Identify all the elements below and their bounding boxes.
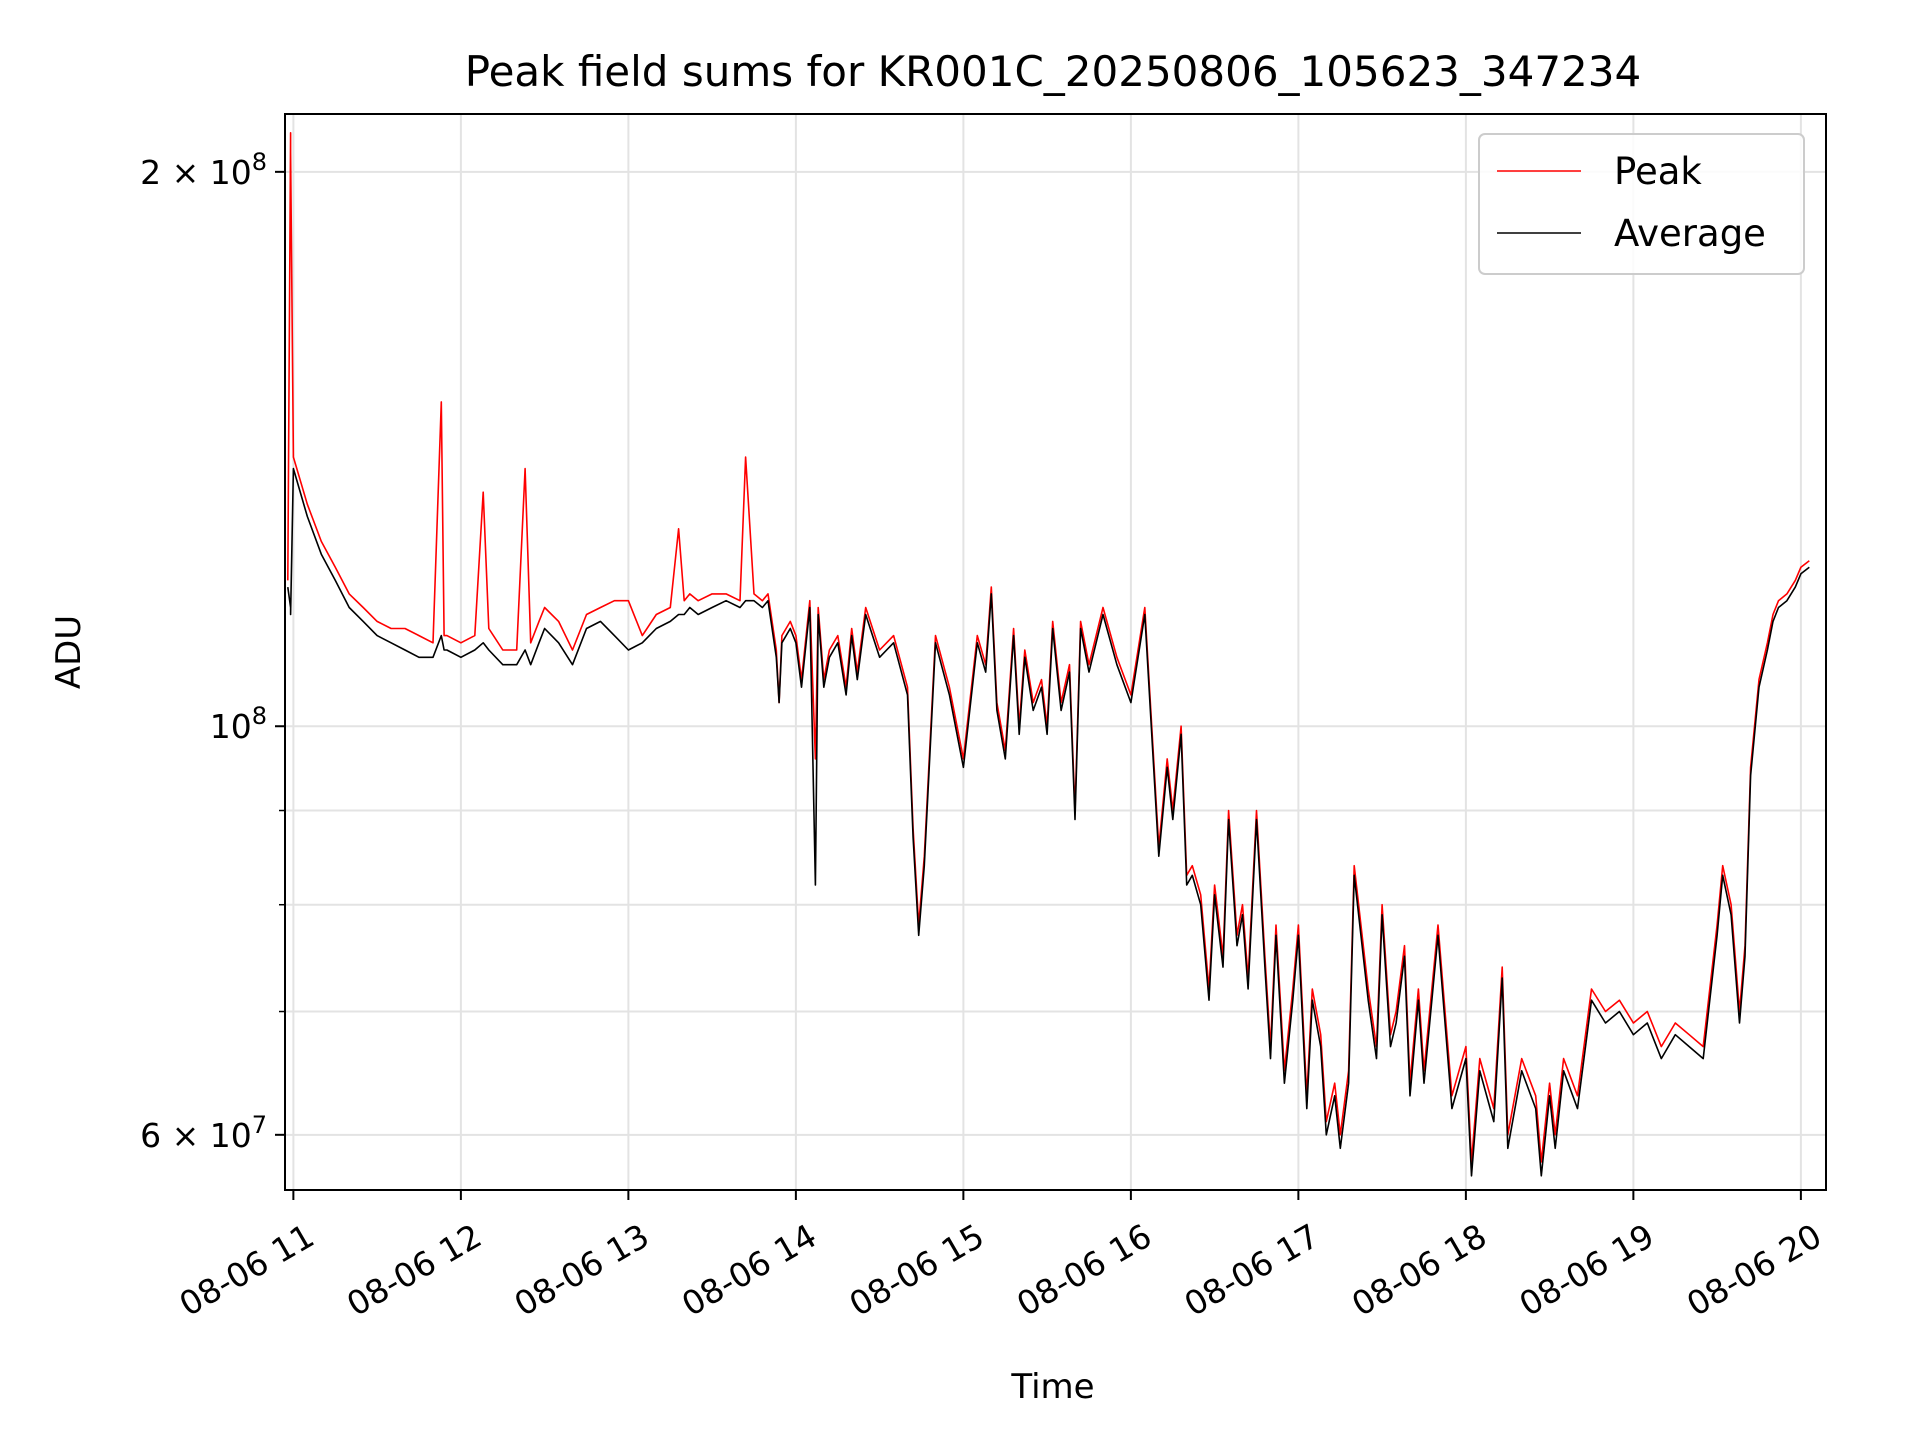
y-axis-label: ADU [49, 615, 89, 689]
plot-frame [284, 113, 1827, 1191]
series-line-average [287, 467, 1810, 1177]
chart-title: Peak field sums for KR001C_20250806_1056… [465, 47, 1641, 96]
y-tick-label: 2 × 108 [140, 148, 267, 192]
y-tick-label: 108 [210, 702, 267, 746]
legend: Peak Average [1478, 133, 1805, 275]
x-axis-label: Time [1010, 1367, 1094, 1407]
y-tick-label: 6 × 107 [140, 1111, 267, 1155]
plot-series [287, 132, 1810, 1177]
legend-label-peak: Peak [1614, 150, 1702, 193]
legend-label-average: Average [1614, 212, 1766, 255]
legend-box [1478, 133, 1805, 275]
